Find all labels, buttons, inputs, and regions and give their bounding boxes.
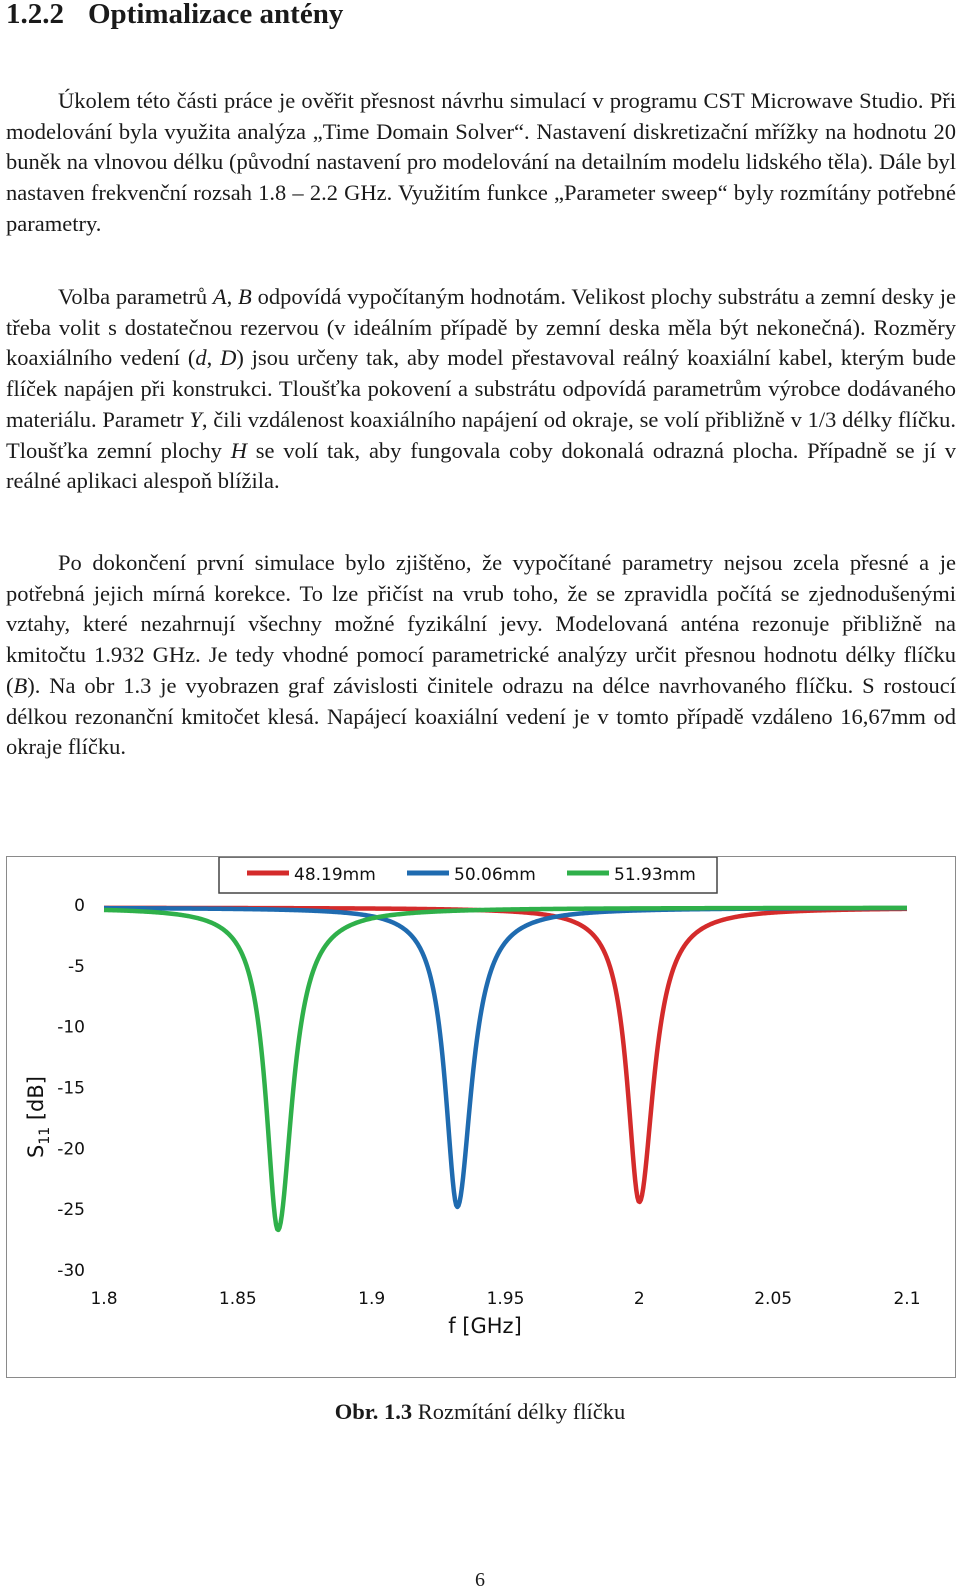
x-tick-label: 2.1 [893, 1289, 920, 1309]
legend-label: 51.93mm [614, 865, 696, 885]
x-tick-label: 2.05 [754, 1289, 792, 1309]
italic-symbol: Y [189, 406, 202, 432]
text-run: se volí tak, aby fungovala coby dokonalá… [6, 437, 956, 494]
x-tick-label: 1.9 [358, 1289, 385, 1309]
x-axis-ticks: 1.8 1.85 1.9 1.95 2 2.05 2.1 [90, 1289, 920, 1309]
text-run: Úkolem této části práce je ověřit přesno… [6, 88, 956, 236]
italic-symbol: A [212, 284, 227, 309]
page-number: 6 [475, 1569, 485, 1591]
x-tick-label: 2 [634, 1289, 645, 1309]
y-axis-ticks: 0 -5 -10 -15 -20 -25 -30 [57, 896, 85, 1281]
italic-symbol: d [195, 345, 207, 371]
s11-chart: 48.19mm 50.06mm 51.93mm 0 -5 -10 -15 -20 -25 -30… [24, 857, 921, 1338]
italic-symbol: B [238, 284, 252, 309]
text-run: ). Na obr 1.3 je vyobrazen graf závislos… [6, 672, 956, 760]
y-tick-label: -15 [57, 1079, 85, 1099]
y-tick-label: -5 [68, 957, 85, 977]
x-tick-label: 1.95 [487, 1289, 525, 1309]
y-tick-label: 0 [74, 896, 85, 916]
legend-label: 48.19mm [294, 865, 376, 885]
chart-series [102, 905, 909, 1233]
text-run: Po dokončení první simulace bylo zjištěn… [6, 550, 956, 698]
section-title: Optimalizace antény [88, 0, 344, 30]
paragraph-2: Volba parametrů A, B odpovídá vypočítaný… [6, 282, 956, 497]
y-tick-label: -20 [57, 1139, 85, 1159]
italic-symbol: D [220, 345, 237, 371]
series-line-50.06mm [102, 905, 909, 1210]
y-tick-label: -10 [57, 1018, 85, 1038]
paragraph-3: Po dokončení první simulace bylo zjištěn… [6, 548, 956, 763]
chart-legend: 48.19mm 50.06mm 51.93mm [218, 857, 718, 894]
y-tick-label: -25 [57, 1200, 85, 1220]
x-tick-label: 1.85 [219, 1289, 257, 1309]
text-run: , čili vzdálenost koaxiálního napájení o… [6, 406, 956, 463]
x-axis-label: f [GHz] [448, 1314, 522, 1338]
y-tick-label: -30 [57, 1261, 85, 1281]
section-heading: 1.2.2 Optimalizace antény [6, 0, 343, 32]
y-axis-label-unit: [dB] [24, 1076, 48, 1127]
text-run: , [206, 345, 221, 371]
caption-text: Rozmítání délky flíčku [412, 1399, 626, 1424]
italic-symbol: H [230, 437, 247, 463]
text-run: Volba parametrů [58, 284, 213, 309]
italic-symbol: B [13, 672, 28, 698]
section-number: 1.2.2 [6, 0, 64, 30]
text-run: ) jsou určeny tak, aby model přestavoval… [6, 345, 957, 432]
text-run: , [226, 284, 239, 309]
y-axis-label: S11 [dB] [24, 1076, 53, 1158]
y-axis-label-sub: 11 [37, 1127, 53, 1145]
paragraph-1: Úkolem této části práce je ověřit přesno… [6, 86, 956, 240]
series-line-48.19mm [102, 905, 909, 1205]
x-tick-label: 1.8 [90, 1289, 117, 1309]
text-run: odpovídá vypočítaným hodnotám. Velikost … [6, 284, 956, 371]
series-line-51.93mm [102, 905, 909, 1233]
y-axis-label-main: S [24, 1145, 48, 1158]
figure-caption: Obr. 1.3 Rozmítání délky flíčku [0, 1398, 960, 1426]
legend-label: 50.06mm [454, 865, 536, 885]
legend-box [218, 857, 718, 894]
caption-label: Obr. 1.3 [334, 1399, 413, 1424]
figure-chart: 48.19mm 50.06mm 51.93mm 0 -5 -10 -15 -20 -25 -30… [6, 856, 956, 1378]
